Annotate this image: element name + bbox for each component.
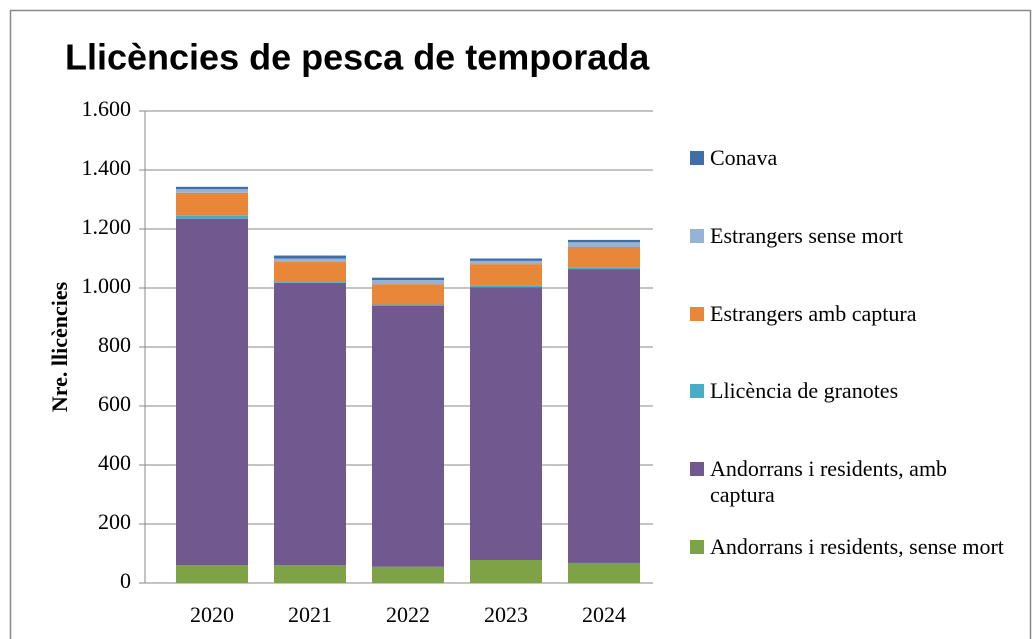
bar-segment [470, 287, 542, 560]
legend-label: Andorrans i residents, amb captura [710, 456, 948, 507]
legend-swatch [690, 540, 704, 554]
legend-label: Llicència de granotes [710, 378, 899, 403]
legend-item: Estrangers sense mort [690, 223, 1010, 249]
bar-segment [568, 269, 640, 563]
legend-item: Llicència de granotes [690, 378, 1010, 404]
bar-segment [568, 239, 640, 243]
bar-segment [274, 282, 346, 566]
bar-segment [274, 282, 346, 283]
bar-segment [568, 242, 640, 247]
y-tick-label: 1.200 [82, 214, 132, 239]
legend-label: Conava [710, 145, 778, 170]
bar-segment [274, 255, 346, 259]
x-tick-label: 2023 [484, 602, 528, 627]
legend-swatch [690, 229, 704, 243]
y-tick-label: 800 [98, 332, 131, 357]
bar-segment [470, 559, 542, 583]
y-tick-label: 1.000 [82, 273, 132, 298]
bar-segment [372, 566, 444, 583]
legend-label: Andorrans i residents, sense mort [710, 534, 1004, 559]
bar-segment [176, 215, 248, 219]
bar-segment [470, 260, 542, 265]
x-tick-label: 2022 [386, 602, 430, 627]
frame [9, 9, 1032, 639]
bar-segment [274, 565, 346, 583]
bar-segment [372, 304, 444, 306]
bar-segment [176, 189, 248, 193]
legend-item: Andorrans i residents, amb captura [690, 456, 1010, 508]
bar-segment [372, 284, 444, 305]
bar-segment [372, 280, 444, 285]
bar-segment [176, 192, 248, 216]
bar-segment [274, 262, 346, 283]
bar-segment [176, 186, 248, 190]
bar-segment [568, 267, 640, 270]
bar-segment [274, 258, 346, 263]
bar-segment [470, 258, 542, 261]
y-tick-label: 1.600 [82, 96, 132, 121]
bar-segment [470, 285, 542, 288]
y-axis-title: Nre. llicències [47, 281, 72, 412]
bar-segment [470, 264, 542, 286]
bar-segment [568, 246, 640, 268]
legend-item: Conava [690, 145, 1010, 171]
legend-swatch [690, 151, 704, 165]
legend-item: Estrangers amb captura [690, 301, 1010, 327]
bar-segment [176, 218, 248, 566]
y-tick-label: 1.400 [82, 155, 132, 180]
bar-segment [176, 565, 248, 583]
y-tick-label: 200 [98, 509, 131, 534]
legend-label: Estrangers sense mort [710, 223, 904, 248]
y-tick-label: 400 [98, 450, 131, 475]
legend-swatch [690, 307, 704, 321]
y-tick-label: 0 [120, 568, 131, 593]
legend-label: Estrangers amb captura [710, 301, 917, 326]
y-tick-label: 600 [98, 391, 131, 416]
x-tick-label: 2021 [288, 602, 332, 627]
bar-segment [372, 277, 444, 281]
legend-item: Andorrans i residents, sense mort [690, 534, 1010, 560]
x-tick-label: 2020 [190, 602, 234, 627]
bar-segment [568, 562, 640, 583]
bar-segment [372, 305, 444, 567]
x-tick-label: 2024 [582, 602, 626, 627]
chart-title: Llicències de pesca de temporada [65, 37, 650, 78]
legend-swatch [690, 462, 704, 476]
legend-swatch [690, 384, 704, 398]
